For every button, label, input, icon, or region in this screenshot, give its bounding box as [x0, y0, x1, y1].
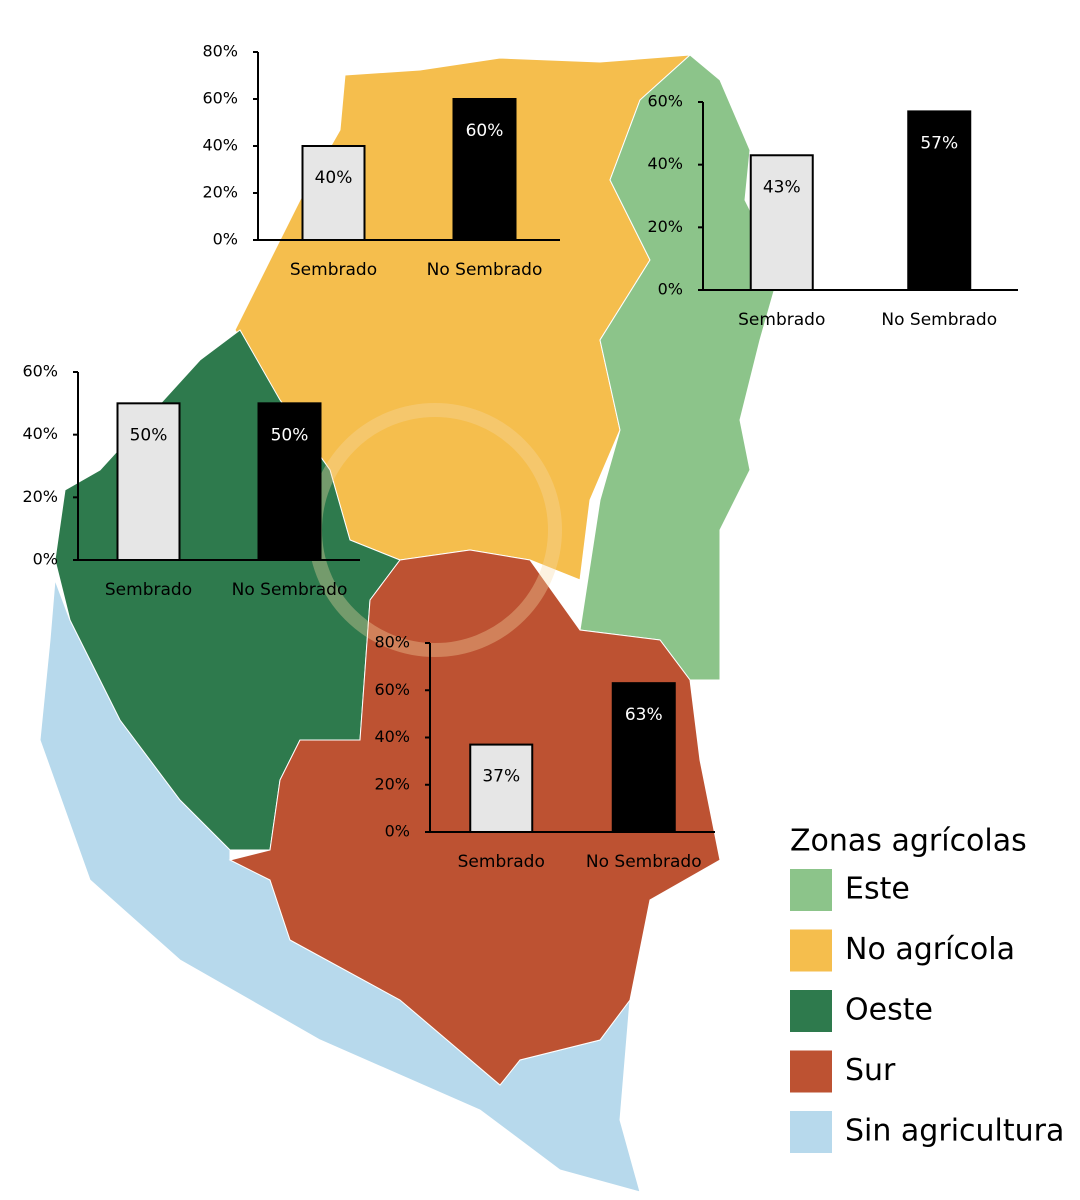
- bar-chart: 0% 20% 40% 60% 50% Sembrado 50% No Sembrado: [22, 362, 360, 600]
- legend-label: Este: [845, 872, 910, 907]
- legend-label: Sur: [845, 1053, 896, 1088]
- value-label: 50%: [130, 425, 168, 445]
- bar: [301, 145, 366, 241]
- y-tick-label: 40%: [374, 727, 410, 746]
- bar: [452, 98, 517, 241]
- value-label: 50%: [271, 425, 309, 445]
- y-tick-label: 60%: [374, 680, 410, 699]
- y-tick-label: 80%: [374, 633, 410, 652]
- x-tick-label: No Sembrado: [232, 580, 348, 600]
- bar: [257, 402, 322, 562]
- value-label: 43%: [763, 177, 801, 197]
- value-label: 40%: [315, 168, 353, 188]
- legend-swatch: [790, 1050, 832, 1093]
- value-label: 37%: [482, 767, 520, 787]
- bar: [116, 402, 181, 562]
- x-tick-label: No Sembrado: [586, 852, 702, 872]
- value-label: 57%: [920, 133, 958, 153]
- y-tick-label: 20%: [374, 774, 410, 793]
- y-tick-label: 40%: [647, 154, 683, 173]
- bar: [611, 682, 676, 833]
- x-tick-label: No Sembrado: [881, 310, 997, 330]
- x-tick-label: Sembrado: [458, 852, 545, 872]
- legend-swatch: [790, 990, 832, 1032]
- y-tick-label: 60%: [22, 362, 58, 381]
- legend-swatch: [790, 1111, 832, 1153]
- legend-label: Oeste: [845, 993, 933, 1028]
- bar: [749, 154, 814, 291]
- bar-chart: 0% 20% 40% 60% 80% 40% Sembrado 60% No Sembrado: [202, 42, 560, 280]
- y-tick-label: 20%: [647, 217, 683, 236]
- bar-chart: 0% 20% 40% 60% 43% Sembrado 57% No Sembrado: [647, 92, 1018, 330]
- legend-swatch: [790, 869, 832, 911]
- value-label: 63%: [625, 705, 663, 725]
- bar-chart: 0% 20% 40% 60% 80% 37% Sembrado 63% No Sembrado: [374, 633, 715, 872]
- y-tick-label: 60%: [647, 92, 683, 111]
- x-tick-label: No Sembrado: [427, 260, 543, 280]
- y-tick-label: 40%: [22, 424, 58, 443]
- y-tick-label: 40%: [202, 136, 238, 155]
- legend-title: Zonas agrícolas: [790, 824, 1027, 859]
- y-tick-label: 60%: [202, 89, 238, 108]
- bar: [469, 743, 534, 834]
- y-tick-label: 20%: [22, 487, 58, 506]
- y-tick-label: 0%: [213, 230, 238, 249]
- y-tick-label: 80%: [202, 42, 238, 61]
- y-tick-label: 20%: [202, 183, 238, 202]
- legend-label: No agrícola: [845, 932, 1015, 967]
- x-tick-label: Sembrado: [738, 310, 825, 330]
- y-tick-label: 0%: [658, 280, 683, 299]
- x-tick-label: Sembrado: [105, 580, 192, 600]
- legend-swatch: [790, 929, 832, 972]
- y-tick-label: 0%: [385, 822, 410, 841]
- legend: Zonas agrícolas Este No agrícola Oeste Sur S…: [790, 824, 1064, 1153]
- x-tick-label: Sembrado: [290, 260, 377, 280]
- y-tick-label: 0%: [33, 550, 58, 569]
- bar: [907, 110, 972, 292]
- legend-label: Sin agricultura: [845, 1114, 1064, 1149]
- value-label: 60%: [466, 121, 504, 141]
